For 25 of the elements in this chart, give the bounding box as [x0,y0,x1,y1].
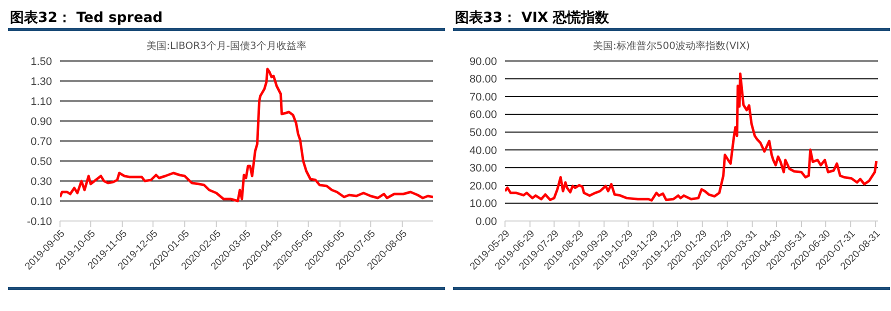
y-tick-label: 80.00 [469,74,497,86]
y-tick-label: 90.00 [469,56,497,68]
y-tick-label: 40.00 [469,144,497,157]
y-tick-label: 0.90 [30,116,52,128]
chart-title: 图表32： Ted spread [8,8,445,31]
y-tick-label: 0.10 [30,196,52,208]
chart-subtitle: 美国:标准普尔500波动率指数(VIX) [592,40,751,53]
y-tick-label: 1.50 [30,56,52,68]
y-tick-label: 0.50 [30,156,52,168]
y-tick-label: 1.10 [30,96,52,108]
y-tick-label: 10.00 [469,198,497,210]
chart-subtitle: 美国:LIBOR3个月-国债3个月收益率 [146,40,308,53]
chart-title: 图表33： VIX 恐慌指数 [453,8,890,31]
line-series [505,72,878,202]
y-tick-label: 60.00 [469,109,497,122]
y-tick-label: 0.70 [30,136,52,148]
y-tick-label: 70.00 [469,91,497,104]
y-tick-label: 20.00 [469,180,497,192]
y-tick-label: 0.00 [476,216,497,228]
line-series [60,68,433,202]
y-tick-label: 1.30 [30,76,52,88]
y-tick-label: 50.00 [469,127,497,140]
y-tick-label: 30.00 [469,162,497,175]
y-tick-label: -0.10 [26,216,52,228]
y-tick-label: 0.30 [30,176,52,188]
